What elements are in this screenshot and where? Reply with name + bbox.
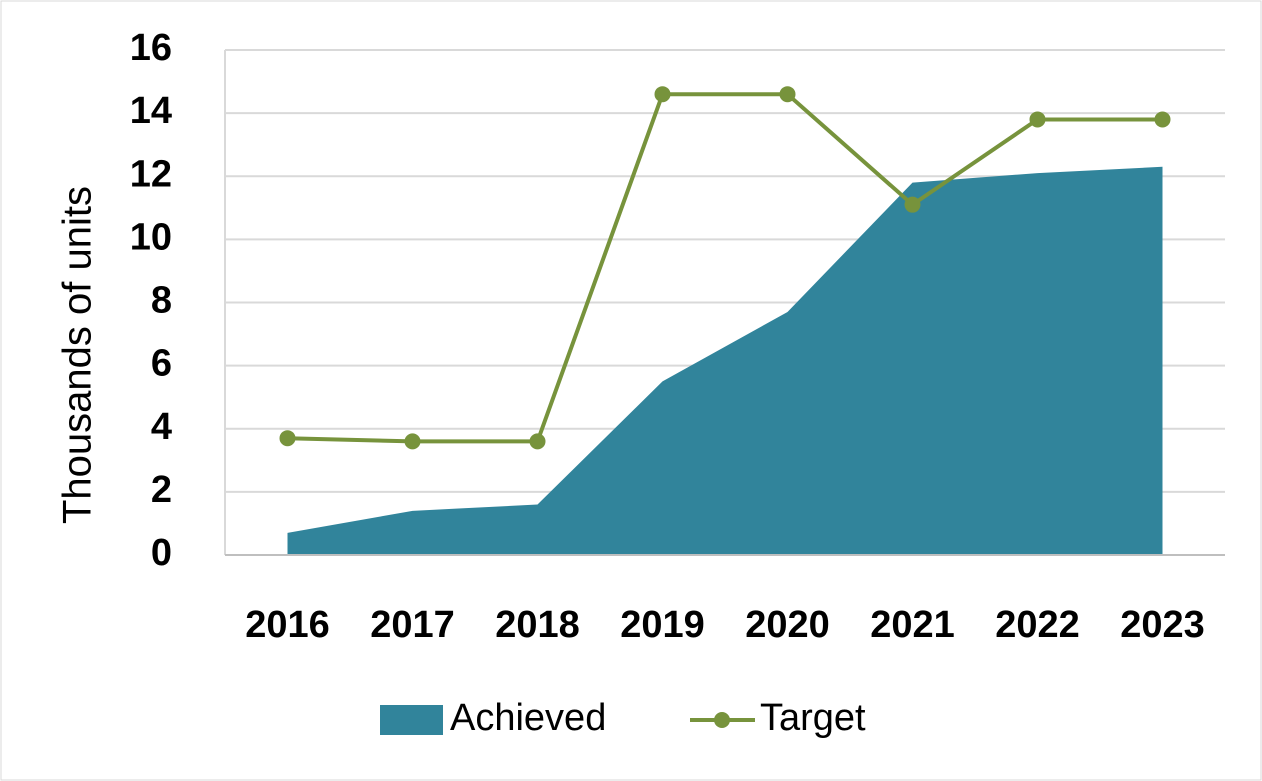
y-tick-label: 6 <box>151 343 172 385</box>
x-tick-label: 2022 <box>995 604 1080 646</box>
legend-swatch <box>380 705 443 735</box>
y-tick-label: 12 <box>130 153 172 195</box>
legend-marker <box>714 712 730 728</box>
y-tick-label: 10 <box>130 216 172 258</box>
marker <box>279 430 296 447</box>
x-tick-label: 2017 <box>370 604 455 646</box>
legend-label: Achieved <box>450 697 606 739</box>
x-tick-label: 2021 <box>870 604 955 646</box>
legend-label: Target <box>760 697 866 739</box>
y-tick-label: 16 <box>130 27 172 69</box>
marker <box>779 86 796 103</box>
y-tick-label: 4 <box>151 406 172 448</box>
marker <box>654 86 671 103</box>
marker <box>404 433 421 450</box>
x-tick-label: 2016 <box>245 604 330 646</box>
x-tick-label: 2023 <box>1120 604 1205 646</box>
x-tick-label: 2020 <box>745 604 830 646</box>
marker <box>1029 111 1046 128</box>
y-axis-label: Thousands of units <box>56 186 100 524</box>
marker <box>904 196 921 213</box>
line <box>287 92 1163 444</box>
x-tick-label: 2018 <box>495 604 580 646</box>
marker <box>529 433 546 450</box>
x-tick-label: 2019 <box>620 604 705 646</box>
y-tick-label: 8 <box>151 280 172 322</box>
y-tick-label: 2 <box>151 469 172 511</box>
marker <box>1154 111 1171 128</box>
y-tick-label: 0 <box>151 532 172 574</box>
area <box>287 166 1163 555</box>
y-tick-label: 14 <box>130 90 172 132</box>
